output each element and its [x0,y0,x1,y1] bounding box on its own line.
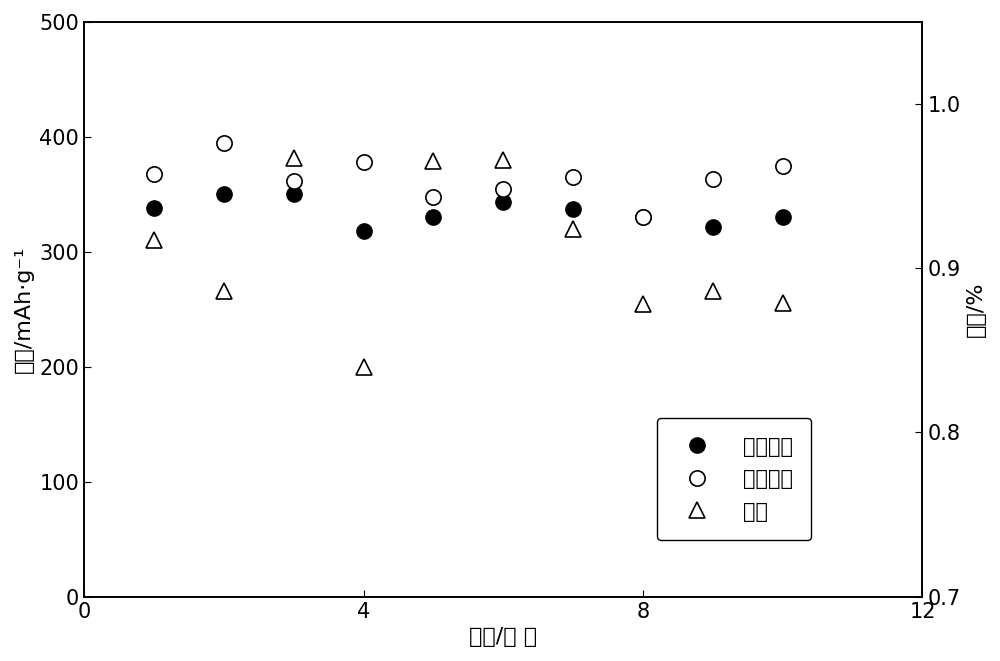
Y-axis label: 效率/%: 效率/% [966,282,986,337]
放电容量 [288,190,300,198]
充电容量 [637,214,649,221]
放电容量 [567,206,579,214]
充电容量 [777,162,789,170]
效率 [777,299,789,307]
效率 [637,300,649,308]
充电容量 [497,184,509,192]
效率 [427,157,439,165]
效率 [497,156,509,164]
效率 [288,154,300,162]
效率 [567,225,579,233]
效率 [148,237,160,245]
放电容量 [497,198,509,206]
效率 [358,363,370,371]
充电容量 [148,170,160,178]
放电容量 [777,214,789,221]
充电容量 [288,176,300,184]
放电容量 [637,214,649,221]
放电容量 [358,227,370,235]
充电容量 [567,173,579,181]
放电容量 [148,204,160,212]
效率 [218,288,230,295]
Line: 充电容量: 充电容量 [146,135,790,225]
Y-axis label: 容量/mAh·g⁻¹: 容量/mAh·g⁻¹ [14,246,34,373]
Line: 放电容量: 放电容量 [146,186,790,239]
Legend: 放电容量, 充电容量, 效率: 放电容量, 充电容量, 效率 [657,418,811,540]
放电容量 [427,214,439,221]
充电容量 [427,192,439,200]
放电容量 [707,223,719,231]
效率 [707,288,719,295]
Line: 效率: 效率 [146,151,790,374]
充电容量 [218,139,230,147]
充电容量 [707,175,719,183]
放电容量 [218,190,230,198]
充电容量 [358,158,370,166]
X-axis label: 循环/次 数: 循环/次 数 [469,627,537,647]
